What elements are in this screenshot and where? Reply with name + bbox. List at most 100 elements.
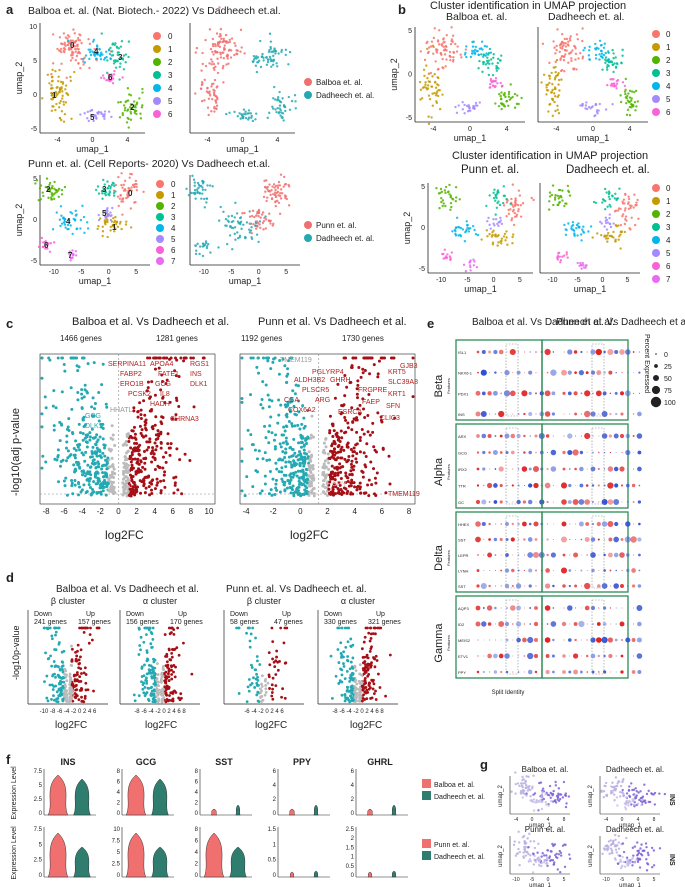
volcano-point [56,626,60,630]
volcano-point [142,681,146,685]
volcano-point [148,396,152,400]
umap-point [210,110,213,113]
e-features-label: Features [446,550,451,566]
a2-cluster-label: 6 [44,241,49,250]
umap-point [630,97,633,100]
umap-point [227,220,230,224]
volcano-point [155,691,159,694]
volcano-point [291,475,295,479]
e-dot [500,392,503,395]
volcano-point [191,356,195,360]
volcano-point [142,435,146,439]
e-dot [528,391,532,395]
volcano-point [308,484,312,488]
volcano-point [282,473,286,477]
umap-point [623,222,627,226]
e-dot [591,484,595,487]
umap-point [452,58,455,62]
umap-point [551,114,555,118]
volcano-point [69,699,72,703]
volcano-point [269,367,273,371]
umap-point [213,110,216,113]
e-dot [601,499,608,505]
umap-point [553,196,557,199]
c1-x-tick: 8 [189,507,194,516]
volcano-point [152,452,156,456]
panel-d-xlabel-4: log2FC [350,720,383,731]
umap-point [231,248,234,251]
volcano-point [259,403,263,407]
e-dot [586,468,588,470]
volcano-point [53,665,57,668]
volcano-point [263,482,267,486]
volcano-point [172,664,176,667]
e-dot [569,413,571,415]
volcano-point [157,366,161,370]
volcano-point [299,469,303,473]
umap-point [562,42,566,45]
a2-cluster-label: 0 [128,189,133,198]
umap-point [69,79,72,83]
volcano-point [147,699,151,702]
umap-point [602,46,606,49]
umap-point [70,39,73,43]
e-dot [607,521,614,527]
e-dot [504,583,510,589]
volcano-point [45,696,49,700]
umap-point [256,225,259,228]
volcano-point [368,639,372,643]
volcano-point [174,374,178,378]
e-dot [579,450,584,455]
a2-legend-dot [156,202,164,210]
e-dot [613,536,620,543]
volcano-point [152,674,156,678]
volcano-point [167,647,171,651]
e-dot [545,568,550,573]
d-up-label: Up [282,611,291,618]
e-dot [551,412,556,416]
umap-point [633,193,636,196]
c1-frame [39,353,216,505]
volcano-point [133,493,137,497]
umap-point [454,229,457,233]
volcano-point [73,695,77,699]
volcano-point [285,442,289,446]
b2-legend-text: 4 [666,236,671,245]
umap-point [621,200,624,203]
e-dot [523,538,526,541]
volcano-point [201,356,205,360]
e-gene-label: HHEX [458,522,469,527]
volcano-point [287,460,291,464]
umap-point [612,82,615,86]
umap-point [51,68,54,72]
umap-point [290,99,294,103]
umap-point [270,65,273,68]
umap-point [230,37,234,40]
e-dot [504,370,510,376]
a1-legend-dot [153,58,161,66]
b2-legend-text: 1 [666,197,671,206]
umap-point [563,49,567,52]
volcano-point [303,424,307,428]
umap-point [446,253,449,256]
umap-point [623,84,627,88]
volcano-point [349,484,353,488]
umap-point [494,199,497,202]
panel-e-title-2: Punn et al. Vs Dadheech et al. [556,317,685,328]
umap-point [618,187,621,190]
volcano-point [333,396,337,400]
umap-point [469,109,472,112]
volcano-point [367,494,371,498]
volcano-point [269,415,273,419]
umap-point [480,238,483,241]
umap-point [566,184,570,188]
c1-gene-label: CHRNA3 [170,416,199,423]
volcano-point [323,492,327,496]
volcano-point [64,689,68,693]
umap-point [501,84,504,88]
umap-point [55,102,58,106]
volcano-point [263,424,267,428]
volcano-point [89,473,93,477]
volcano-point [336,438,340,442]
